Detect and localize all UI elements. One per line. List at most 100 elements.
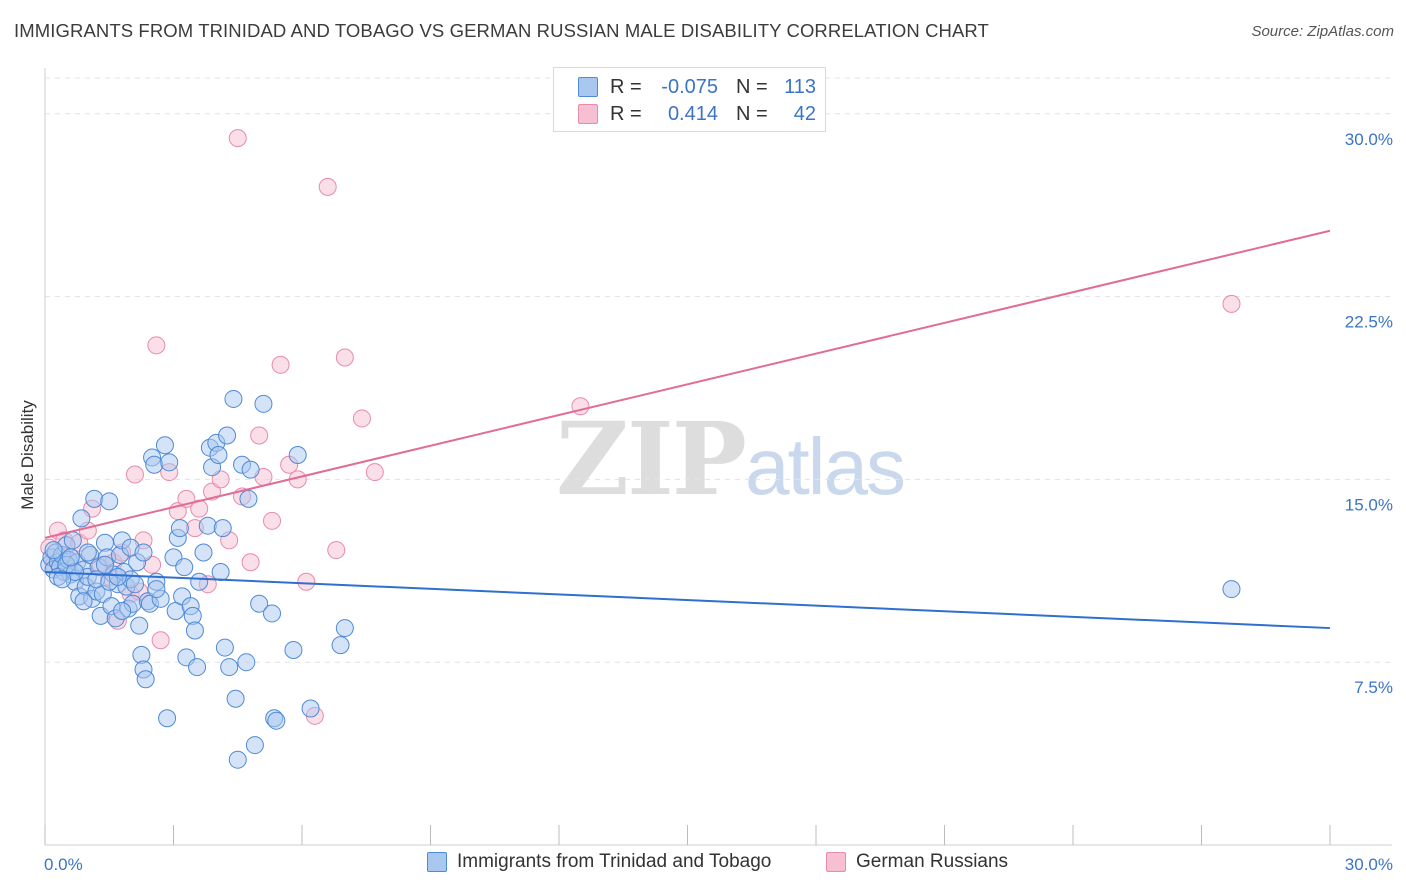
blue-point [134,543,153,562]
blue-point [194,543,213,562]
pink-trend-line [44,229,1331,539]
y-tick-label: 7.5% [1354,678,1393,697]
blue-point [220,658,239,677]
blue-point [254,394,273,413]
blue-point [215,638,234,657]
blue-point [44,541,63,560]
tick-labels: 7.5% 15.0% 22.5% 30.0% 0.0% 30.0% [44,130,1393,874]
blue-point [130,616,149,635]
pink-point [151,631,170,650]
pink-point [250,426,269,445]
blue-point [170,519,189,538]
n-value: 42 [793,102,816,125]
pink-point [228,129,247,148]
blue-point [160,453,179,472]
blue-point [136,670,155,689]
stats-row-blue: R = -0.075 N = 113 [578,74,816,100]
blue-point [239,489,258,508]
blue-point [145,455,164,474]
legend-label: German Russians [856,851,1009,872]
n-value: 113 [784,75,816,98]
blue-point [237,653,256,672]
blue-point [211,563,230,581]
blue-point [185,621,204,640]
blue-point [53,570,72,589]
pink-point [241,553,260,572]
series-german-russians [40,129,1241,725]
blue-point [158,709,177,728]
series-trinidad-tobago [40,389,1241,769]
legend-item-german-russians[interactable]: German Russians [826,851,1008,873]
blue-point [284,641,303,659]
blue-point [175,558,194,577]
pink-point [352,409,371,428]
blue-point [147,580,166,599]
x-tick-label: 30.0% [1345,855,1393,874]
blue-point [108,567,127,586]
pink-point [125,465,144,484]
blue-point [155,436,174,455]
y-tick-label: 15.0% [1345,495,1393,514]
pink-point [327,541,346,560]
blue-point [85,489,104,508]
r-value: 0.414 [667,102,718,125]
n-label: N = [736,102,768,125]
blue-point [72,509,91,528]
blue-point [335,619,354,638]
legend: Immigrants from Trinidad and Tobago Germ… [0,851,1406,879]
source-label: Source: ZipAtlas.com [1251,23,1394,40]
blue-trend-line [44,571,1331,630]
legend-swatch-blue [427,852,447,872]
y-tick-label: 22.5% [1345,313,1393,332]
trend-lines [44,229,1331,630]
blue-point [213,519,232,538]
blue-point [228,750,247,769]
stats-row-pink: R = 0.414 N = 42 [578,101,816,127]
x-tick-label: 0.0% [44,855,83,874]
pink-point [211,470,230,489]
pink-point [263,511,282,530]
pink-point [365,463,384,482]
blue-point [301,699,320,718]
blue-point [63,531,82,550]
legend-item-trinidad-tobago[interactable]: Immigrants from Trinidad and Tobago [427,851,771,873]
blue-point [224,389,243,408]
r-value: -0.075 [661,75,718,98]
blue-point [78,543,97,562]
pink-point [335,348,354,367]
blue-point [198,516,217,535]
legend-label: Immigrants from Trinidad and Tobago [457,851,772,872]
pink-point [1222,294,1241,313]
blue-point [245,736,264,755]
blue-point [209,446,228,464]
axes [44,68,1392,846]
blue-point [331,636,350,655]
chart-title: IMMIGRANTS FROM TRINIDAD AND TOBAGO VS G… [14,20,989,41]
r-label: R = [610,75,642,98]
blue-point [241,460,260,479]
blue-point [1222,580,1241,599]
blue-point [125,575,144,594]
pink-swatch [578,104,598,124]
pink-point [318,177,337,196]
blue-point [250,594,269,613]
pink-point [297,572,316,591]
blue-point [74,592,93,611]
blue-swatch [578,77,598,97]
pink-point [203,482,222,501]
blue-point [95,555,114,574]
blue-point [263,604,282,623]
blue-point [267,711,286,730]
blue-point [288,446,307,464]
n-label: N = [736,75,768,98]
r-label: R = [610,102,642,125]
pink-point [271,355,290,374]
blue-point [113,602,132,620]
blue-point [218,426,237,445]
grid-lines [45,77,1392,663]
blue-point [100,492,119,511]
blue-point [188,658,207,677]
y-tick-label: 30.0% [1345,130,1393,149]
legend-swatch-pink [826,852,846,872]
